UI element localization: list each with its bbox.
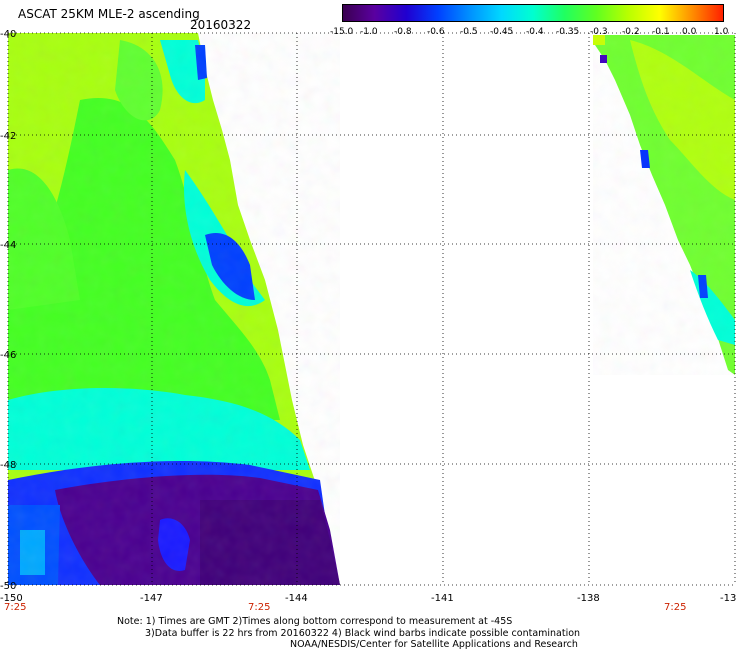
graticule xyxy=(7,32,736,586)
swath-left xyxy=(8,33,340,585)
lat-label: -46 xyxy=(0,350,16,361)
lat-label: -50 xyxy=(0,581,16,592)
colorbar-label: 1.0 xyxy=(714,27,729,37)
lon-labels: -150 -147 -144 -141 -138 -13 xyxy=(0,593,736,604)
lat-label: -44 xyxy=(0,240,16,251)
note-line-2: 3)Data buffer is 22 hrs from 20160322 4)… xyxy=(145,628,581,639)
colorbar-label: -0.35 xyxy=(556,27,580,37)
colorbar-label: -1.0 xyxy=(360,27,378,37)
time-label: 7:25 xyxy=(664,602,686,613)
lon-label: -141 xyxy=(431,593,454,604)
lon-label: -138 xyxy=(577,593,600,604)
colorbar-label: -0.45 xyxy=(490,27,514,37)
note-line-3: NOAA/NESDIS/Center for Satellite Applica… xyxy=(290,639,578,650)
time-labels: 7:25 7:25 7:25 xyxy=(4,602,686,613)
colorbar-label: -0.6 xyxy=(427,27,445,37)
colorbar-label: -0.8 xyxy=(394,27,412,37)
lat-label: -48 xyxy=(0,460,16,471)
lat-labels: -40 -42 -44 -46 -48 -50 xyxy=(0,29,16,592)
colorbar-label: -0.5 xyxy=(460,27,478,37)
time-label: 7:25 xyxy=(248,602,270,613)
colorbar-label: 0.0 xyxy=(682,27,697,37)
lon-label: -144 xyxy=(285,593,308,604)
colorbar xyxy=(342,4,724,22)
lat-label: -40 xyxy=(0,29,16,40)
colorbar-label: -0.2 xyxy=(622,27,640,37)
lat-label: -42 xyxy=(0,131,16,142)
product-title: ASCAT 25KM MLE-2 ascending xyxy=(18,7,200,21)
colorbar-label: -0.1 xyxy=(652,27,670,37)
colorbar-label: -0.3 xyxy=(590,27,608,37)
colorbar-label: -0.4 xyxy=(526,27,544,37)
product-date: 20160322 xyxy=(190,18,252,32)
lon-label: -147 xyxy=(140,593,163,604)
lon-label: -150 xyxy=(0,593,23,604)
lon-label: -13 xyxy=(720,593,736,604)
time-label: 7:25 xyxy=(4,602,26,613)
note-line-1: Note: 1) Times are GMT 2)Times along bot… xyxy=(117,616,513,627)
colorbar-label: -15.0 xyxy=(330,27,354,37)
colorbar-labels: -15.0 -1.0 -0.8 -0.6 -0.5 -0.45 -0.4 -0.… xyxy=(330,27,735,39)
swath-right xyxy=(593,35,735,375)
